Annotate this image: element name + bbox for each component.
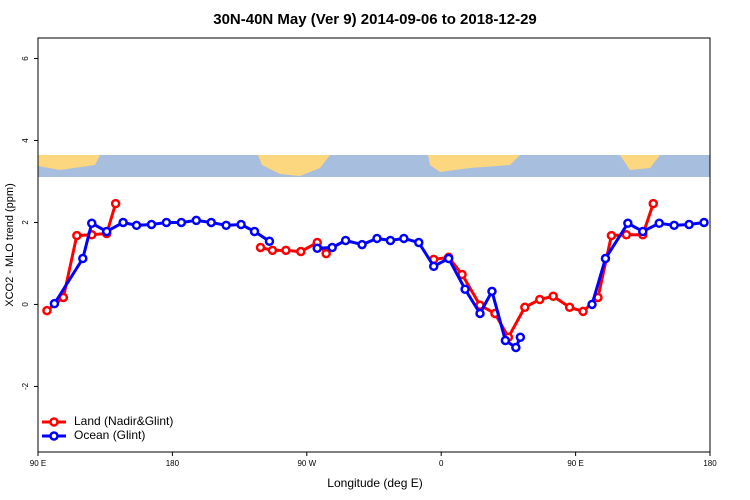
point [327, 242, 337, 253]
x-axis-label: Longitude (deg E) [327, 476, 422, 490]
point [206, 217, 216, 228]
point [564, 302, 575, 313]
point [638, 226, 648, 237]
point [176, 217, 187, 228]
y-tick-label: 0 [21, 302, 30, 307]
x-tick-label: 90 E [30, 459, 46, 468]
point [500, 335, 511, 346]
x-tick-label: 90 E [567, 459, 583, 468]
point [385, 235, 396, 246]
point [684, 219, 694, 230]
point [511, 342, 521, 353]
point [249, 226, 260, 237]
point [146, 219, 157, 230]
point [399, 233, 409, 244]
point [236, 219, 246, 230]
legend-label: Ocean (Glint) [74, 428, 145, 442]
point [699, 217, 709, 228]
point [340, 235, 351, 246]
point [414, 237, 424, 248]
point [267, 245, 278, 256]
point [191, 215, 202, 226]
x-tick-label: 0 [439, 459, 444, 468]
y-tick-label: 6 [21, 56, 30, 61]
point [515, 332, 526, 342]
point [535, 294, 545, 305]
point [487, 286, 497, 297]
point [255, 242, 266, 253]
point [296, 246, 306, 257]
point [312, 243, 323, 254]
legend-label: Land (Nadir&Glint) [74, 414, 173, 428]
point [87, 218, 97, 229]
point [264, 236, 275, 247]
x-tick-label: 180 [166, 459, 180, 468]
point [600, 253, 611, 264]
point [475, 308, 485, 319]
point [110, 198, 121, 209]
y-tick-label: 4 [21, 138, 30, 143]
point [42, 305, 52, 316]
point [578, 306, 588, 317]
y-tick-label: -2 [21, 382, 30, 390]
point [606, 230, 617, 241]
point [161, 217, 172, 228]
point [587, 299, 597, 310]
legend-marker [49, 431, 59, 441]
point [49, 298, 60, 309]
point [648, 198, 659, 209]
point [621, 230, 632, 240]
chart-title: 30N-40N May (Ver 9) 2014-09-06 to 2018-1… [213, 11, 537, 28]
point [101, 226, 112, 237]
point [520, 302, 530, 313]
map-strip [38, 155, 710, 177]
y-axis-label: XCO2 - MLO trend (ppm) [4, 183, 16, 306]
point [654, 218, 664, 229]
point [78, 253, 88, 264]
point [357, 239, 367, 250]
point [118, 217, 128, 228]
point [623, 218, 633, 229]
legend-marker [49, 417, 59, 427]
plot-frame [37, 37, 711, 453]
point [669, 220, 679, 231]
y-tick-label: 2 [21, 220, 30, 225]
point [221, 220, 231, 231]
point [372, 233, 382, 244]
point [131, 220, 142, 231]
x-tick-label: 90 W [297, 459, 316, 468]
point [321, 248, 331, 259]
point [72, 230, 82, 241]
point [548, 291, 558, 301]
x-tick-label: 180 [703, 459, 717, 468]
point [281, 245, 291, 256]
point [443, 253, 454, 264]
point [460, 284, 470, 295]
point [428, 261, 439, 272]
